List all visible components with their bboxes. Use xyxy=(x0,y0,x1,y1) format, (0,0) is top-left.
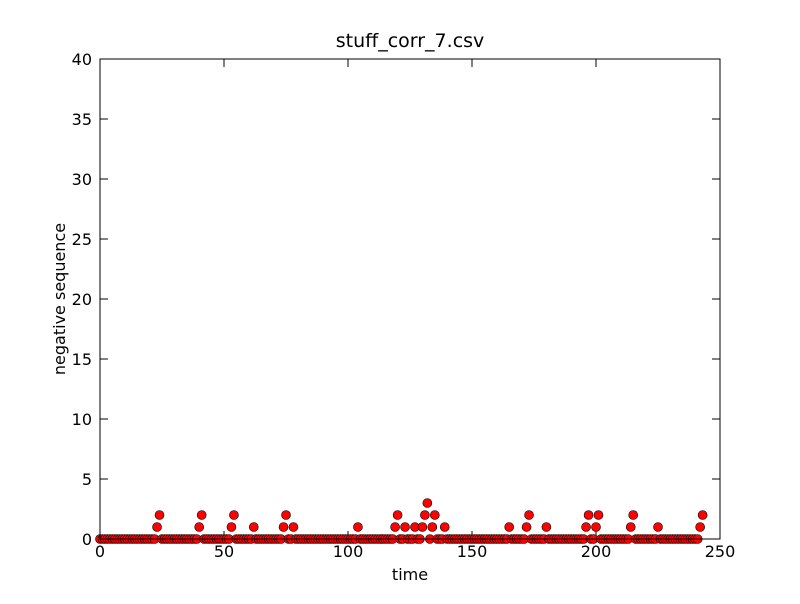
point xyxy=(695,522,705,532)
y-tick-label: 30 xyxy=(72,170,92,189)
point xyxy=(196,510,207,520)
point xyxy=(400,522,410,532)
point xyxy=(439,522,450,532)
x-tick-label: 150 xyxy=(457,542,488,561)
point xyxy=(427,522,438,532)
point xyxy=(278,522,289,532)
point xyxy=(248,522,259,532)
point xyxy=(422,498,433,508)
y-tick-label: 5 xyxy=(82,470,92,489)
y-tick-label: 15 xyxy=(72,350,92,369)
point xyxy=(524,510,534,520)
y-tick-label: 35 xyxy=(72,110,92,129)
x-tick-label: 250 xyxy=(705,542,736,561)
point xyxy=(152,522,162,532)
point xyxy=(541,522,552,532)
point xyxy=(417,522,428,532)
y-tick-label: 20 xyxy=(72,290,92,309)
point xyxy=(653,522,663,532)
point xyxy=(581,522,591,532)
point xyxy=(420,510,430,520)
point xyxy=(583,510,594,520)
y-tick-label: 0 xyxy=(82,530,92,549)
point xyxy=(281,510,291,520)
point xyxy=(521,522,532,532)
y-tick-label: 10 xyxy=(72,410,92,429)
point xyxy=(229,510,239,520)
point xyxy=(625,522,636,532)
axes-frame xyxy=(99,58,721,540)
point xyxy=(353,522,363,532)
point xyxy=(429,510,440,520)
point xyxy=(628,510,639,520)
x-tick-label: 100 xyxy=(333,542,364,561)
point xyxy=(154,510,165,520)
point xyxy=(226,522,237,532)
point xyxy=(194,522,204,532)
x-tick-label: 50 xyxy=(214,542,234,561)
point xyxy=(390,522,400,532)
x-tick-label: 0 xyxy=(95,542,105,561)
point xyxy=(504,522,515,532)
point xyxy=(392,510,403,520)
point xyxy=(288,522,299,532)
x-axis-label: time xyxy=(392,565,428,584)
y-tick-label: 40 xyxy=(72,50,92,69)
x-tick-label: 200 xyxy=(581,542,612,561)
point xyxy=(591,522,601,532)
chart-title: stuff_corr_7.csv xyxy=(336,30,485,52)
y-tick-label: 25 xyxy=(72,230,92,249)
y-axis-label: negative sequence xyxy=(50,223,69,375)
point xyxy=(697,510,708,520)
point xyxy=(593,510,604,520)
